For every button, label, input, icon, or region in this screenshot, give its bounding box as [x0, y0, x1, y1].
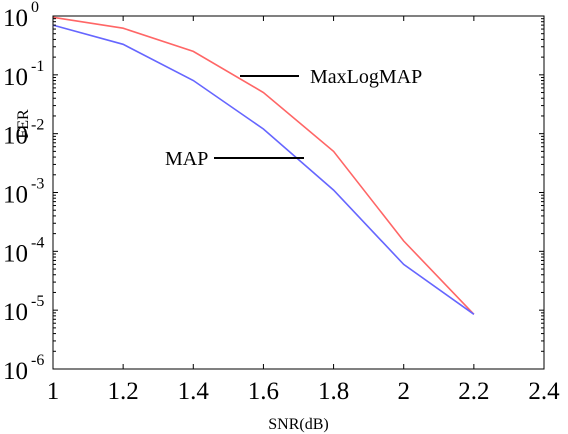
y-tick-label-exponent: -4 [31, 234, 44, 251]
x-tick-label: 1.8 [318, 378, 349, 405]
annotation-label-map: MAP [165, 148, 208, 170]
y-tick-label: 10 -2 [3, 117, 44, 150]
y-axis-label: FER [15, 109, 32, 139]
y-tick-label-exponent: -1 [31, 58, 44, 75]
y-tick-label: 10 -5 [3, 293, 44, 326]
x-tick-label: 1.4 [178, 378, 210, 405]
x-tick-label: 2.2 [458, 378, 489, 405]
annotations-layer: MaxLogMAP MAP [165, 66, 422, 170]
y-tick-label-base: 10 [3, 5, 28, 32]
x-tick-label: 1 [47, 378, 60, 405]
x-tick-label: 2 [397, 378, 410, 405]
series-line-maxlogmap [52, 16, 475, 315]
y-tick-label-base: 10 [3, 182, 28, 209]
y-tick-label-base: 10 [3, 358, 28, 385]
x-axis-label: SNR(dB) [268, 416, 328, 433]
y-tick-label-base: 10 [3, 64, 28, 91]
y-tick-label: 10 -6 [3, 352, 44, 385]
y-tick-label-base: 10 [3, 299, 28, 326]
y-tick-label: 10 -1 [3, 58, 44, 91]
y-tick-label-base: 10 [3, 240, 28, 267]
y-tick-label: 10 -4 [3, 234, 44, 267]
y-tick-label-exponent: -5 [31, 293, 44, 310]
y-tick-label: 10 0 [3, 0, 39, 32]
x-tick-label: 1.6 [248, 378, 279, 405]
y-tick-label: 10 -3 [3, 176, 44, 209]
y-tick-label-exponent: -3 [31, 176, 44, 193]
series-layer [52, 16, 475, 315]
series-line-map [52, 24, 475, 315]
y-tick-label-exponent: -2 [31, 117, 44, 134]
plot-frame [52, 15, 545, 370]
y-tick-label-exponent: -6 [31, 352, 44, 369]
ticks-layer: 1 1.2 1.4 1.6 1.8 2 2.2 2.410 010 -110 -210 -310 -41… [3, 0, 560, 405]
x-tick-label: 2.4 [528, 378, 560, 405]
x-tick-label: 1.2 [108, 378, 139, 405]
y-tick-label-base: 10 [3, 123, 28, 150]
y-tick-label-exponent: 0 [31, 0, 39, 16]
annotation-label-maxlogmap: MaxLogMAP [310, 66, 422, 88]
